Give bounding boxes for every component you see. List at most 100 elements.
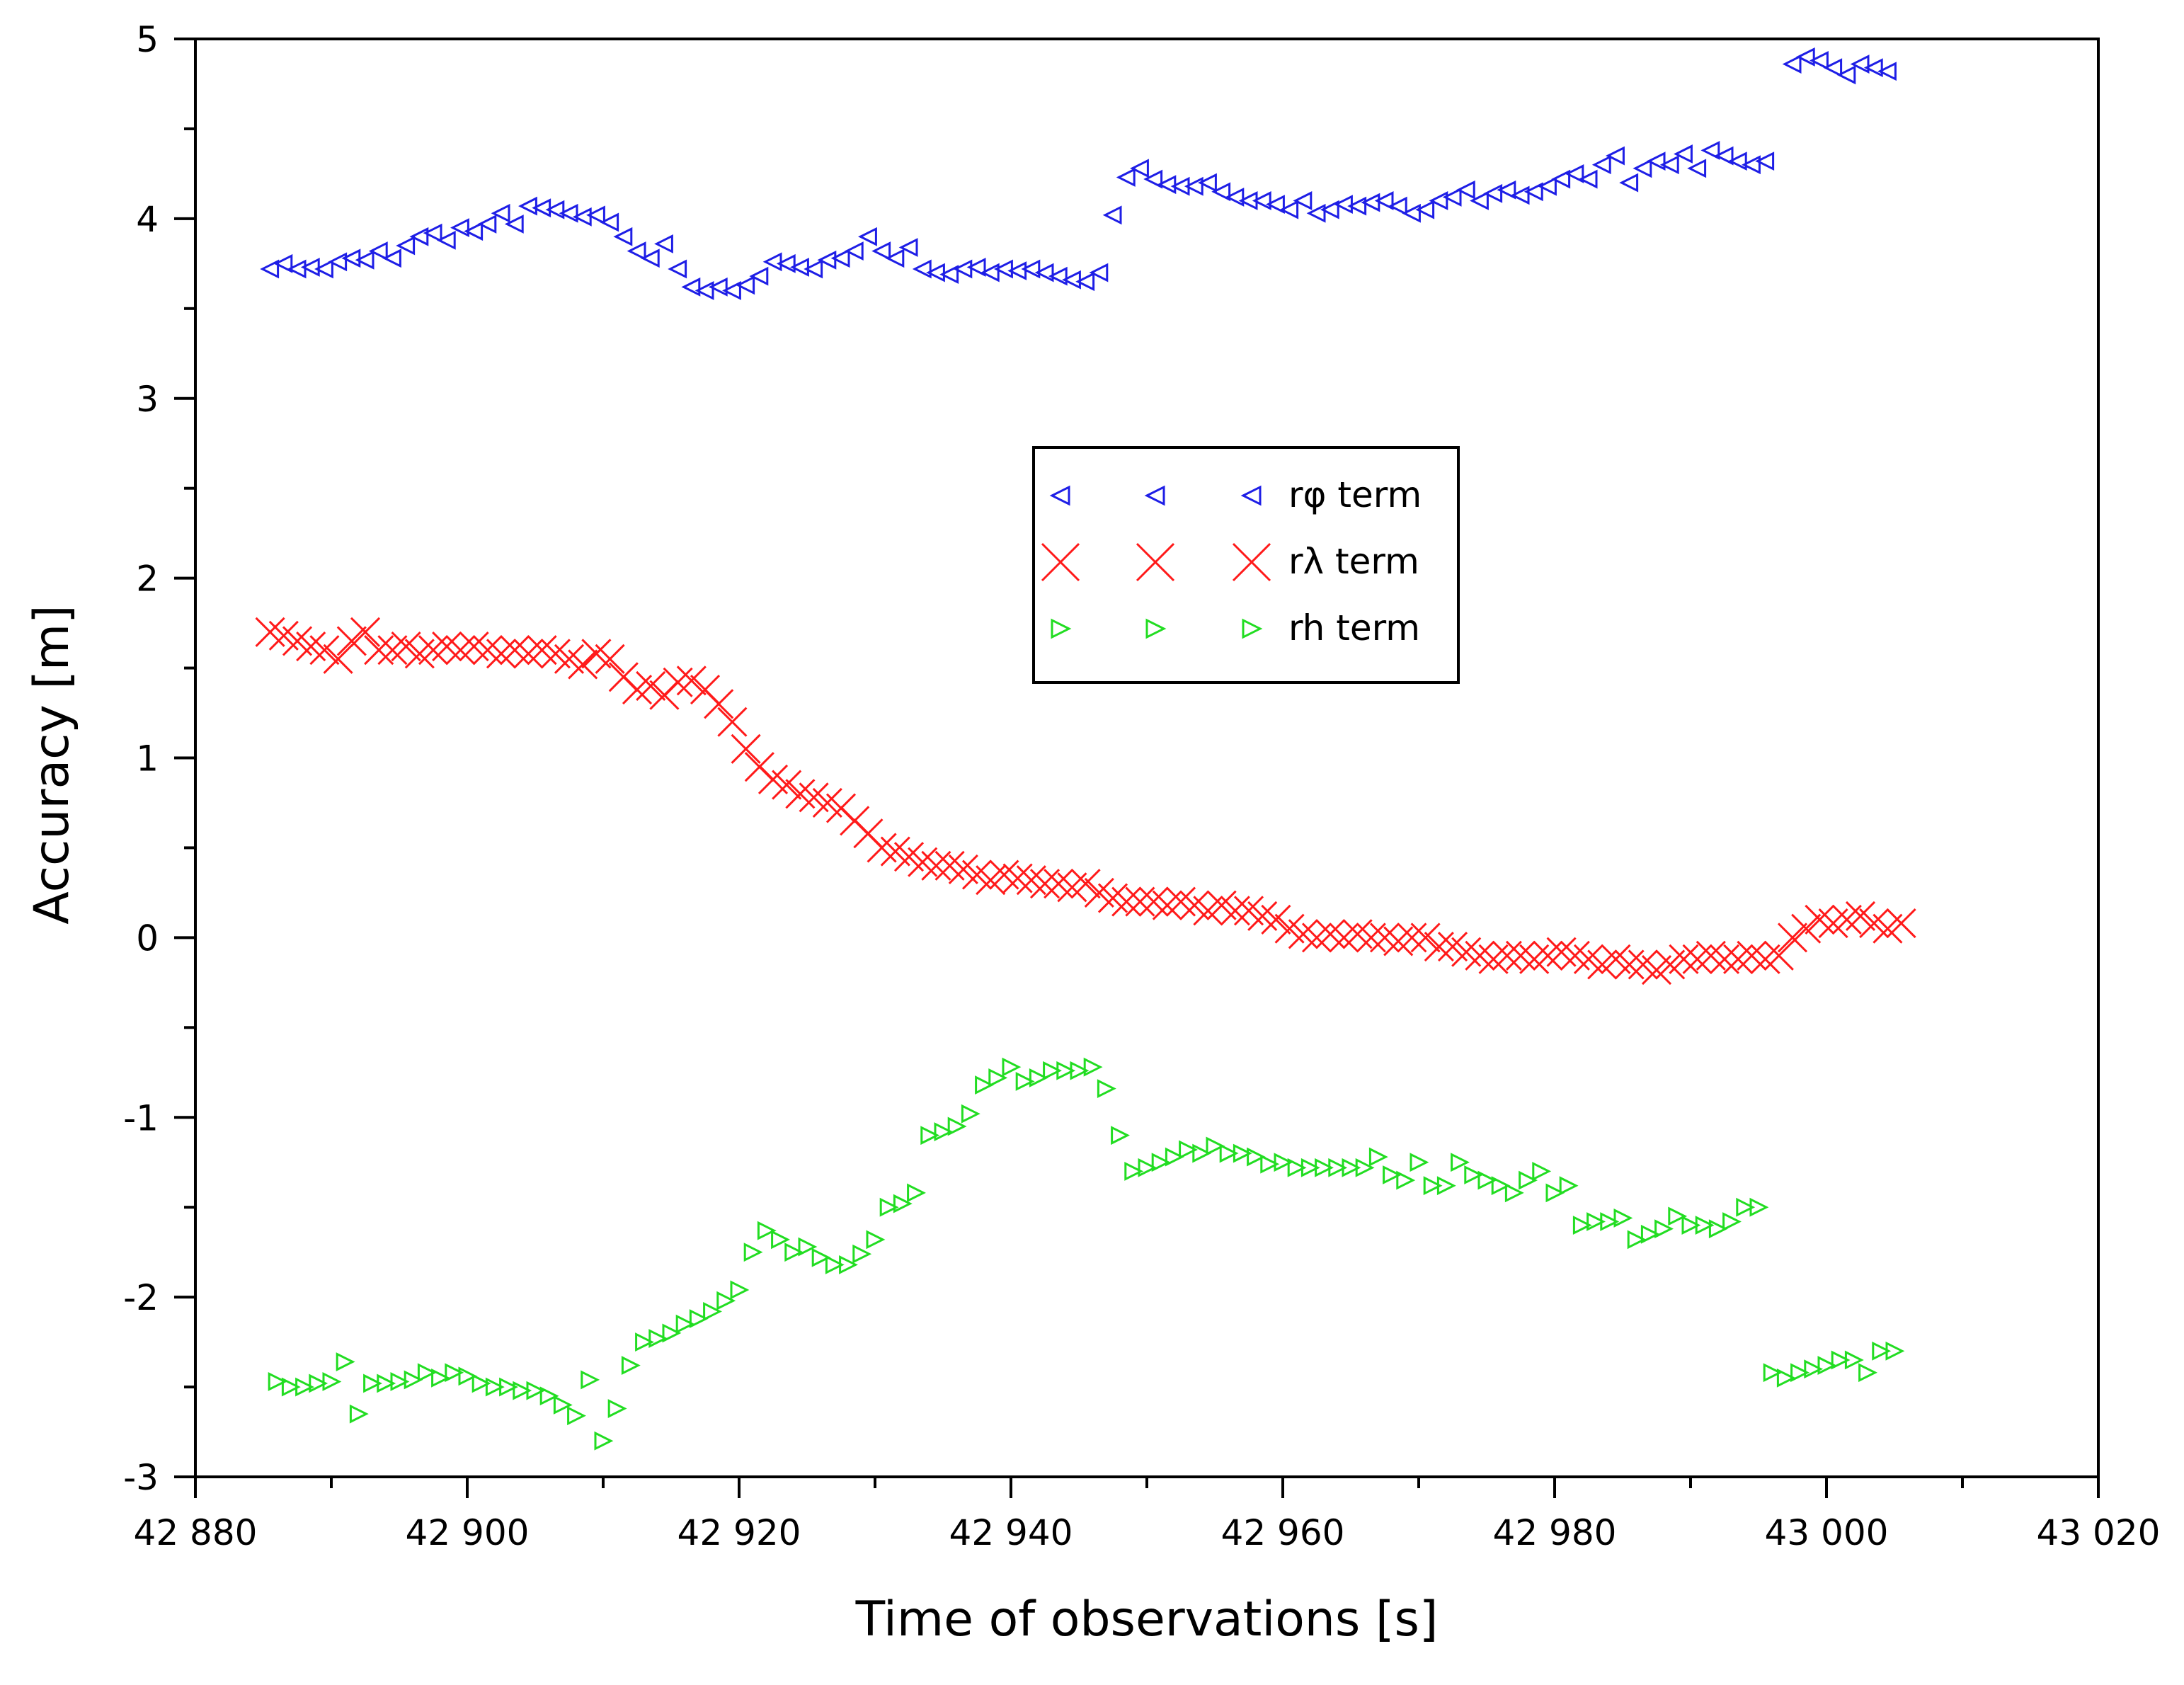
point-rh [1192, 1143, 1212, 1163]
point-rlambda [1152, 890, 1182, 920]
point-rphi [871, 241, 891, 261]
point-rlambda [934, 850, 965, 881]
point-rlambda [595, 644, 625, 674]
point-rphi [1034, 263, 1054, 282]
point-rlambda [1410, 923, 1441, 953]
point-rh [1233, 1143, 1252, 1163]
point-rphi [1089, 263, 1109, 282]
point-rphi [1687, 159, 1707, 178]
point-rlambda [1383, 926, 1414, 956]
x-tick-labels: 42 880 42 900 42 920 42 940 42 960 42 980 43 0… [134, 1512, 2161, 1553]
point-rphi [939, 265, 959, 285]
point-rphi [1293, 191, 1313, 210]
point-rlambda [1369, 923, 1400, 953]
point-rh [1029, 1068, 1048, 1087]
point-rlambda [459, 632, 489, 662]
point-rphi [368, 241, 388, 261]
point-rh [635, 1332, 654, 1352]
point-rlambda [785, 779, 816, 809]
point-rh [309, 1373, 328, 1393]
point-rh [268, 1372, 287, 1391]
point-rphi [1877, 62, 1897, 81]
point-rh [825, 1255, 845, 1274]
point-rphi [1538, 176, 1557, 196]
point-rphi [260, 259, 280, 279]
point-rphi [1523, 182, 1543, 202]
point-rh [445, 1363, 464, 1383]
point-rlambda [1097, 883, 1128, 913]
point-rh [703, 1302, 722, 1321]
point-rh [281, 1377, 301, 1397]
point-rphi [1048, 266, 1068, 286]
point-rphi [586, 205, 605, 225]
point-rlambda [1342, 919, 1373, 949]
point-rphi [1727, 152, 1747, 171]
x-tick-label: 43 020 [2037, 1512, 2161, 1553]
point-rphi [1755, 152, 1775, 171]
point-rphi [504, 215, 524, 234]
point-rphi [1633, 159, 1652, 178]
point-rh [1477, 1170, 1497, 1190]
point-rh [567, 1406, 586, 1426]
y-tick-label: -3 [123, 1457, 159, 1498]
point-rh [839, 1255, 858, 1274]
point-rphi [1836, 65, 1856, 85]
legend-markers [1041, 485, 1271, 639]
point-rphi [1429, 191, 1448, 210]
point-rh [1043, 1061, 1062, 1080]
point-rh [526, 1381, 546, 1400]
point-rh [581, 1370, 600, 1390]
point-rh [1763, 1363, 1783, 1383]
point-rphi [491, 203, 510, 223]
x-tick-label: 42 900 [406, 1512, 530, 1553]
point-rh [471, 1373, 491, 1393]
x-tick-label: 42 920 [678, 1512, 801, 1553]
point-rh [1708, 1219, 1728, 1239]
point-rlambda [1560, 940, 1590, 971]
point-rlambda [323, 644, 353, 674]
point-rphi [559, 203, 578, 223]
point-rh [607, 1399, 627, 1418]
point-rphi [314, 259, 333, 279]
point-rh [771, 1230, 790, 1250]
point-rphi [1700, 140, 1720, 160]
point-rh [1300, 1158, 1320, 1177]
point-rphi [1850, 55, 1870, 74]
point-rh [920, 1126, 940, 1146]
point-rlambda [486, 639, 517, 669]
point-rh [988, 1068, 1008, 1087]
point-rh [675, 1314, 695, 1334]
point-rh [1872, 1341, 1892, 1361]
point-rlambda [1301, 923, 1332, 953]
point-rphi [858, 227, 877, 246]
point-rlambda [1492, 940, 1522, 971]
point-rphi [694, 280, 714, 300]
point-rphi [409, 227, 429, 246]
point-rh [553, 1395, 573, 1415]
series-rphi [260, 47, 1897, 300]
point-rh [1165, 1147, 1184, 1167]
point-rlambda [921, 850, 951, 881]
axis-ticks [174, 38, 2100, 1498]
point-rh [1056, 1061, 1076, 1080]
point-rlambda [418, 635, 449, 666]
point-rh [934, 1122, 954, 1141]
point-rphi [1021, 259, 1041, 279]
point-rh [1464, 1165, 1484, 1184]
x-axis-label: Time of observations [s] [855, 1592, 1439, 1647]
point-rlambda [1669, 944, 1699, 974]
series-rh [268, 1057, 1905, 1451]
point-rphi [804, 259, 823, 279]
point-rphi [1619, 173, 1639, 193]
point-rh [404, 1370, 423, 1390]
legend-label-rlambda: rλ term [1288, 541, 1419, 582]
legend-marker-rh [1051, 618, 1072, 639]
point-rh [1504, 1183, 1524, 1203]
point-rh [866, 1230, 886, 1250]
point-rphi [668, 259, 687, 279]
legend-label-rh: rh term [1288, 607, 1420, 649]
point-rphi [423, 223, 442, 243]
point-rh [349, 1404, 369, 1424]
point-rh [1247, 1147, 1266, 1167]
